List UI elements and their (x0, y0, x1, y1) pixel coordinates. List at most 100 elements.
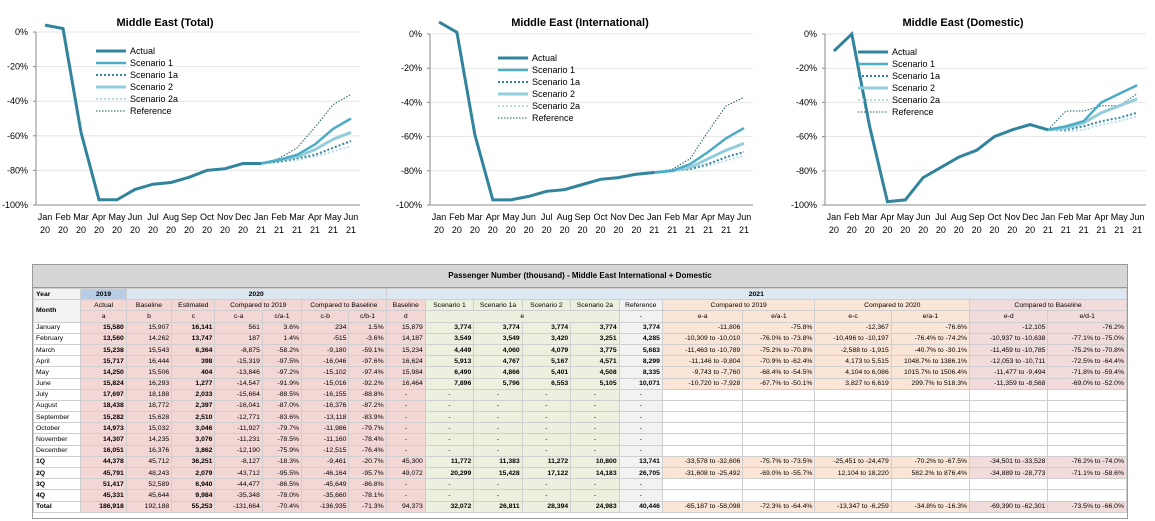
table-cell: - (521, 388, 572, 401)
legend-label: Reference (532, 113, 574, 123)
table-cell: -12,771 (214, 411, 263, 424)
table-cell: 14,262 (125, 332, 173, 345)
x-tick-label: 20 (94, 225, 104, 235)
table-cell: 15,984 (385, 366, 426, 379)
y-tick-label: -100% (396, 200, 422, 210)
table-cell: -71.1% to -58.6% (1047, 466, 1127, 480)
table-cell: - (473, 411, 523, 424)
table-row: 1Q 44,378 45,712 36,251 -8,127 -18.3% -9,461 -2… (32, 455, 1127, 469)
table-cell: 13,747 (171, 332, 216, 345)
table-cell: 14,187 (385, 332, 426, 345)
table-cell (1047, 411, 1127, 424)
table-cell: -16,041 (214, 399, 263, 413)
table-cell: - (521, 433, 572, 446)
x-tick-label: Aug (557, 212, 573, 222)
table-cell: 3,774 (424, 321, 475, 334)
table-cell (742, 444, 816, 457)
table-cell: -31,608 to -25,492 (661, 466, 744, 480)
x-tick-label: 20 (506, 225, 516, 235)
legend-label: Actual (532, 53, 557, 63)
table-cell: -34.8% to -16.3% (890, 500, 971, 513)
table-cell: 16,444 (125, 355, 173, 368)
table-cell: - (521, 399, 572, 413)
table-cell: Total (32, 500, 82, 513)
x-tick-label: 20 (130, 225, 140, 235)
table-cell: -86.8% (348, 478, 387, 491)
table-cell (742, 388, 816, 401)
table-cell: -35,660 (301, 489, 350, 502)
table-cell: 15,428 (473, 466, 523, 480)
x-tick-label: May (324, 212, 342, 222)
table-cell: 3,251 (570, 332, 620, 345)
table-cell: February (32, 332, 82, 345)
x-tick-label: Feb (1058, 212, 1074, 222)
table-cell: - (618, 411, 663, 424)
table-cell: 14,250 (80, 366, 127, 379)
table-cell: Reference (618, 299, 663, 312)
table-cell: - (385, 489, 426, 502)
y-tick-label: -60% (7, 131, 28, 141)
x-tick-label: 20 (1025, 225, 1035, 235)
x-tick-label: 20 (76, 225, 86, 235)
table-cell: Year (32, 287, 82, 301)
table-cell: 1Q (32, 455, 82, 469)
table-cell (1047, 422, 1127, 435)
table-cell: -71.3% (348, 500, 387, 513)
x-tick-label: Sep (969, 212, 985, 222)
table-cell: -70.9% to -62.4% (742, 355, 816, 368)
table-row: March 15,238 15,543 6,364 -8,875 -58.2% -9,180… (32, 343, 1127, 357)
table-cell: -15,102 (301, 366, 350, 379)
table-cell: -79.7% (348, 422, 387, 435)
table-cell (661, 433, 744, 446)
table-cell: -44,477 (214, 478, 263, 491)
x-tick-label: Jun (737, 212, 752, 222)
table-cell: 45,331 (80, 489, 127, 502)
table-row: August 18,438 18,772 2,397 -16,041 -87.0% -16,… (32, 399, 1127, 413)
table-cell: Compared to 2020 (814, 299, 971, 312)
table-cell (890, 478, 971, 491)
table-cell: Scenario 2 (521, 299, 572, 312)
x-tick-label: 20 (918, 225, 928, 235)
table-cell: -76.2% (1047, 321, 1127, 334)
table-cell: 4Q (32, 489, 82, 502)
table-cell: - (521, 478, 572, 491)
table-cell: - (385, 433, 426, 446)
table-cell: -13,347 to -6,259 (814, 500, 892, 513)
table-cell: 18,188 (125, 388, 173, 401)
table-cell: -45,649 (301, 478, 350, 491)
table-cell (814, 422, 892, 435)
table-cell: 9,984 (171, 489, 216, 502)
table-cell (814, 433, 892, 446)
table-cell: 94,373 (385, 500, 426, 513)
table-cell: -11,359 to -8,568 (969, 377, 1049, 390)
table-cell: 3,774 (521, 321, 572, 334)
table-cell: - (521, 444, 572, 457)
table-cell: 14,973 (80, 422, 127, 435)
legend-label: Scenario 2a (532, 101, 580, 111)
table-cell: 4,571 (570, 355, 620, 368)
table-cell: 2Q (32, 466, 82, 480)
y-tick-label: -80% (401, 166, 422, 176)
table-cell: Actual (80, 299, 127, 312)
table-cell (890, 411, 971, 424)
x-tick-label: Feb (664, 212, 680, 222)
table-cell: - (473, 478, 523, 491)
series-line-scenario-1a (260, 140, 352, 165)
series-line-scenario-2a (260, 145, 352, 165)
table-cell: 36,251 (171, 455, 216, 469)
table-cell: - (424, 444, 475, 457)
table-cell (814, 478, 892, 491)
x-tick-label: 20 (488, 225, 498, 235)
table-cell: - (570, 489, 620, 502)
table-cell: 7,896 (424, 377, 475, 390)
table-cell: -87.0% (261, 399, 303, 413)
table-cell: 44,378 (80, 455, 127, 469)
table-cell: -3.6% (348, 332, 387, 345)
table-cell: 15,879 (385, 321, 426, 334)
table-cell: - (473, 444, 523, 457)
table-cell: 11,772 (424, 455, 475, 469)
legend-label: Actual (130, 46, 155, 56)
table-cell: - (618, 422, 663, 435)
table-cell (890, 388, 971, 401)
x-tick-label: 20 (989, 225, 999, 235)
